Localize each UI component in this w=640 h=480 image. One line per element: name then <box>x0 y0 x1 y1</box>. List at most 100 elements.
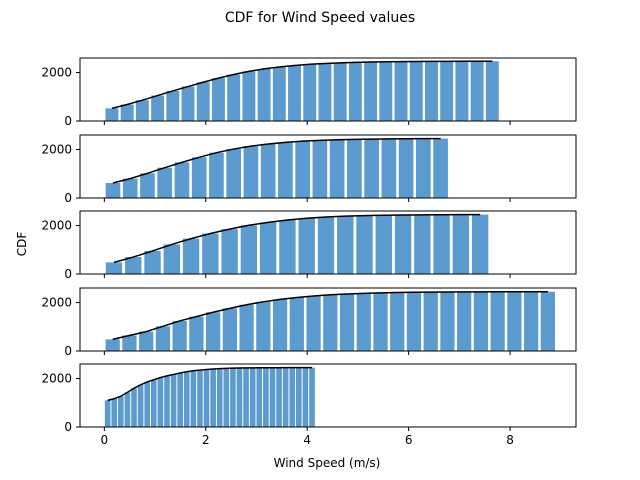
cdf-bar <box>398 138 414 198</box>
cdf-bar <box>209 152 224 198</box>
cdf-bar <box>174 162 190 198</box>
cdf-bar <box>381 138 397 198</box>
cdf-bar <box>379 61 393 121</box>
cdf-line <box>112 290 548 341</box>
cdf-bar <box>440 291 455 351</box>
cdf-bar <box>279 219 296 274</box>
cdf-bar <box>166 90 180 121</box>
axes-frame <box>79 363 577 428</box>
cdf-bar <box>540 291 555 351</box>
cdf-bar <box>375 215 392 274</box>
x-axis-label: Wind Speed (m/s) <box>274 456 381 470</box>
cdf-line <box>107 366 313 402</box>
figure-title: CDF for Wind Speed values <box>225 10 415 26</box>
cdf-bar <box>221 229 238 274</box>
cdf-bar <box>347 139 362 198</box>
cdf-bar <box>105 262 123 274</box>
cdf-bar <box>490 291 505 351</box>
cdf-bar <box>306 296 321 351</box>
cdf-bar <box>295 141 310 198</box>
cdf-bar <box>236 368 243 427</box>
cdf-bar <box>144 381 150 427</box>
cdf-bar <box>278 142 293 198</box>
cdf-bar <box>390 292 405 351</box>
cdf-bar <box>394 215 412 274</box>
subplots-group: 0 2000 0 2000 0 2000 0 2000 0 2000 0 2 4 6 8 <box>41 57 577 447</box>
cdf-bar <box>223 368 230 427</box>
cdf-bar <box>309 367 315 427</box>
cdf-bar <box>226 149 241 198</box>
cdf-bar <box>337 216 354 274</box>
y-tick-label: 2000 <box>41 219 72 233</box>
cdf-bar <box>239 304 254 351</box>
cdf-bar <box>131 388 137 427</box>
cdf-bar <box>272 299 288 351</box>
cdf-bar <box>105 182 121 198</box>
cdf-bar <box>157 377 164 427</box>
cdf-bar <box>139 331 154 351</box>
y-tick-label: 2000 <box>41 372 72 386</box>
cdf-bar <box>211 78 225 121</box>
cdf-bar <box>323 294 338 351</box>
cdf-bar <box>170 374 177 427</box>
x-tick-label: 4 <box>303 433 311 447</box>
cdf-bar <box>348 62 362 121</box>
y-tick-label: 0 <box>64 267 72 281</box>
cdf-bar <box>249 367 256 427</box>
cdf-bar <box>364 139 379 198</box>
subplot-3: 0 2000 <box>41 210 577 281</box>
cdf-bar <box>155 326 171 351</box>
subplot-2: 0 2000 <box>41 134 577 205</box>
cdf-bar <box>256 367 263 427</box>
cdf-bar <box>364 62 378 121</box>
subplot-1: 0 2000 <box>41 57 577 128</box>
cdf-bar <box>470 61 484 121</box>
cdf-bar <box>189 316 204 351</box>
cdf-bar <box>471 214 489 274</box>
cdf-bar <box>312 140 328 198</box>
cdf-bar <box>135 100 149 121</box>
cdf-bar <box>122 335 137 351</box>
cdf-bar <box>440 61 454 121</box>
cdf-bar <box>104 400 111 427</box>
cdf-bar <box>452 214 470 274</box>
x-tick-label: 8 <box>506 433 514 447</box>
cdf-bar <box>256 301 271 351</box>
cdf-bar <box>373 292 388 351</box>
cdf-bar <box>230 368 236 427</box>
cdf-bar <box>172 320 187 351</box>
cdf-bar <box>190 370 197 427</box>
cdf-bar <box>227 74 241 121</box>
y-tick-label: 2000 <box>41 143 72 157</box>
subplot-5: 0 2000 0 2 4 6 8 <box>41 363 577 447</box>
cdf-bar <box>416 138 431 198</box>
cdf-bar <box>303 64 317 121</box>
y-tick-label: 0 <box>64 420 72 434</box>
y-tick-label: 0 <box>64 344 72 358</box>
cdf-bar <box>120 104 134 121</box>
cdf-bar <box>183 371 190 427</box>
y-axis-label: CDF <box>15 232 29 257</box>
cdf-bar <box>150 379 157 427</box>
cdf-bar <box>105 339 120 351</box>
cdf-line <box>113 213 481 264</box>
cdf-bar <box>394 61 408 121</box>
cdf-bar <box>191 157 207 198</box>
cdf-line <box>111 60 493 110</box>
cdf-bar <box>196 82 210 121</box>
cdf-bar <box>243 146 259 198</box>
cdf-bar <box>318 63 332 121</box>
cdf-bar <box>473 291 489 351</box>
cdf-bar <box>433 138 448 198</box>
axes-frame <box>79 287 577 352</box>
cdf-bar <box>202 233 219 274</box>
cdf-bar <box>263 367 269 427</box>
cdf-bar <box>409 61 423 121</box>
cdf-bar <box>485 61 499 121</box>
cdf-bar <box>524 291 539 351</box>
axes-frame <box>79 210 577 275</box>
y-tick-label: 2000 <box>41 66 72 80</box>
cdf-bar <box>298 218 315 274</box>
cdf-bar <box>157 167 173 198</box>
cdf-bar <box>329 139 345 198</box>
